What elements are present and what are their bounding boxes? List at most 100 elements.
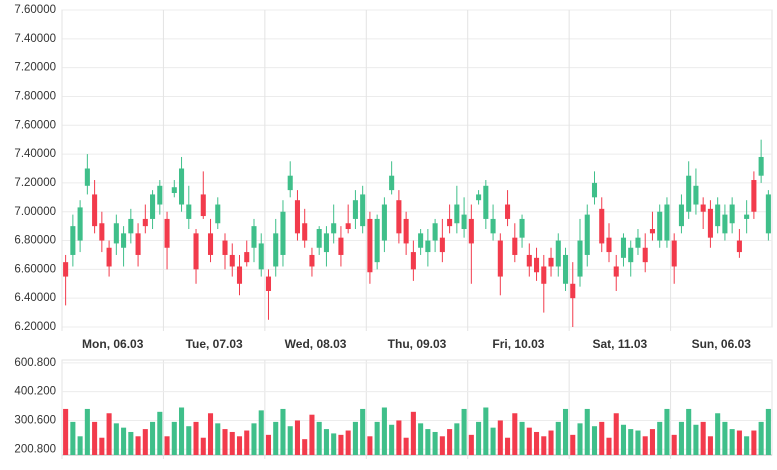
volume-bar — [150, 421, 156, 455]
candle-body — [476, 194, 482, 201]
candle-body — [664, 204, 670, 241]
volume-bar — [519, 421, 525, 455]
candle-body — [113, 223, 119, 244]
volume-bar — [432, 431, 438, 455]
candle-body — [432, 223, 438, 241]
x-tick-label: Thu, 09.03 — [388, 337, 447, 351]
x-tick-label: Tue, 07.03 — [186, 337, 243, 351]
candle-body — [200, 194, 206, 217]
candle-body — [678, 204, 684, 227]
volume-bar — [251, 423, 257, 455]
candle-body — [751, 180, 757, 212]
volume-bar — [273, 421, 279, 455]
x-tick-label: Wed, 08.03 — [285, 337, 347, 351]
volume-bar — [99, 437, 105, 455]
y-tick-label: 400.200 — [14, 386, 56, 398]
candle-body — [316, 229, 322, 248]
candle-body — [215, 204, 221, 224]
candle-body — [606, 237, 612, 253]
volume-bar — [606, 437, 612, 455]
candle-body — [497, 240, 503, 277]
volume-bar — [700, 421, 706, 455]
candle-body — [70, 226, 76, 255]
volume-bar — [418, 423, 424, 455]
candle-body — [744, 214, 750, 219]
price-panel — [61, 9, 773, 328]
candle-body — [548, 257, 554, 267]
candle-body — [352, 200, 358, 219]
candle-body — [410, 252, 416, 270]
candle-body — [599, 208, 605, 244]
volume-bar — [635, 430, 641, 455]
volume-bar — [410, 411, 416, 455]
candle-body — [635, 237, 641, 248]
candle-body — [403, 218, 409, 244]
candle-body — [534, 257, 540, 273]
volume-bar — [736, 430, 742, 455]
volume-bar — [121, 427, 127, 455]
candle-body — [439, 237, 445, 253]
y-tick-label: 7.00000 — [14, 206, 56, 218]
volume-bar — [294, 420, 300, 455]
candle-body — [157, 185, 163, 205]
candle-body — [707, 208, 713, 238]
candle-body — [519, 218, 525, 238]
volume-bar — [171, 421, 177, 455]
candle-body — [490, 218, 496, 234]
volume-bar — [570, 434, 576, 455]
candle-body — [715, 204, 721, 227]
candle-body — [171, 187, 177, 193]
candle-body — [642, 247, 648, 263]
volume-bar — [468, 434, 474, 455]
volume-bar — [84, 408, 90, 455]
candle-body — [128, 218, 134, 234]
candle-body — [142, 218, 148, 227]
volume-bar — [707, 436, 713, 455]
volume-bar — [244, 430, 250, 455]
volume-bar — [439, 436, 445, 455]
y-tick-label: 7.80000 — [14, 90, 56, 102]
volume-bar — [490, 427, 496, 455]
volume-bar — [186, 426, 192, 455]
volume-bar — [106, 413, 112, 455]
y-tick-label: 7.20000 — [14, 62, 56, 74]
volume-bar — [215, 423, 221, 455]
candle-body — [483, 185, 489, 219]
candle-body — [331, 223, 337, 234]
candle-body — [367, 218, 373, 273]
volume-bar — [678, 421, 684, 455]
candle-body — [302, 223, 308, 241]
candle-body — [150, 194, 156, 219]
volume-bar — [591, 426, 598, 455]
candle-body — [135, 233, 141, 255]
volume-bar — [744, 436, 750, 455]
volume-bar — [461, 408, 467, 455]
volume-bar — [562, 408, 569, 455]
volume-bar — [345, 430, 351, 455]
candle-body — [360, 194, 366, 227]
candle-body — [323, 233, 329, 253]
volume-bar — [403, 437, 409, 455]
candle-body — [505, 204, 511, 219]
volume-bar — [693, 424, 699, 455]
candle-body — [77, 207, 83, 241]
candle-body — [164, 218, 170, 248]
volume-bar — [447, 429, 453, 455]
candle-body — [758, 156, 764, 176]
candle-body — [562, 254, 569, 284]
candle-body — [613, 266, 619, 277]
candle-body — [468, 218, 474, 244]
volume-bar — [113, 423, 119, 455]
candle-body — [236, 266, 243, 284]
volume-bar — [92, 421, 98, 455]
volume-bar — [302, 439, 308, 455]
volume-bar — [649, 429, 655, 455]
volume-bar — [548, 430, 554, 455]
y-tick-label: 6.60000 — [14, 263, 56, 275]
volume-bar — [642, 436, 648, 455]
candle-body — [736, 240, 742, 253]
volume-bar — [671, 434, 677, 455]
volume-bar — [512, 413, 518, 455]
volume-bar — [179, 407, 185, 455]
volume-bar — [505, 437, 511, 455]
